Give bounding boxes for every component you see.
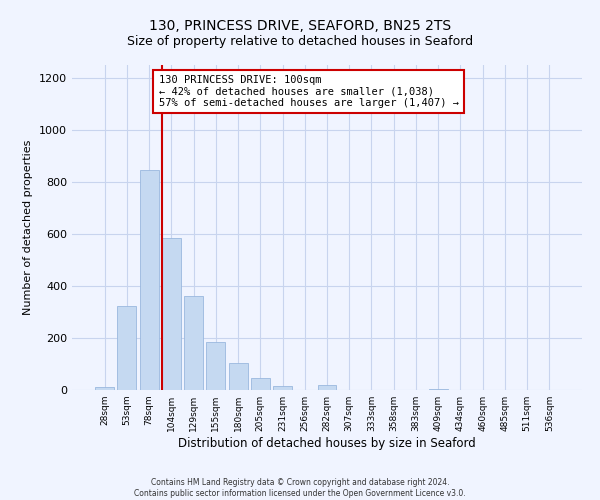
Text: Contains HM Land Registry data © Crown copyright and database right 2024.
Contai: Contains HM Land Registry data © Crown c… — [134, 478, 466, 498]
Text: 130, PRINCESS DRIVE, SEAFORD, BN25 2TS: 130, PRINCESS DRIVE, SEAFORD, BN25 2TS — [149, 18, 451, 32]
Bar — [162, 238, 181, 390]
Text: Size of property relative to detached houses in Seaford: Size of property relative to detached ho… — [127, 34, 473, 48]
X-axis label: Distribution of detached houses by size in Seaford: Distribution of detached houses by size … — [178, 437, 476, 450]
Bar — [429, 388, 448, 390]
Bar — [251, 378, 270, 390]
Bar — [140, 170, 158, 390]
Bar — [273, 386, 292, 390]
Bar — [184, 296, 203, 390]
Bar — [95, 387, 114, 390]
Bar — [206, 342, 225, 390]
Y-axis label: Number of detached properties: Number of detached properties — [23, 140, 34, 315]
Bar — [118, 306, 136, 390]
Text: 130 PRINCESS DRIVE: 100sqm
← 42% of detached houses are smaller (1,038)
57% of s: 130 PRINCESS DRIVE: 100sqm ← 42% of deta… — [158, 74, 459, 108]
Bar — [317, 386, 337, 390]
Bar — [229, 362, 248, 390]
